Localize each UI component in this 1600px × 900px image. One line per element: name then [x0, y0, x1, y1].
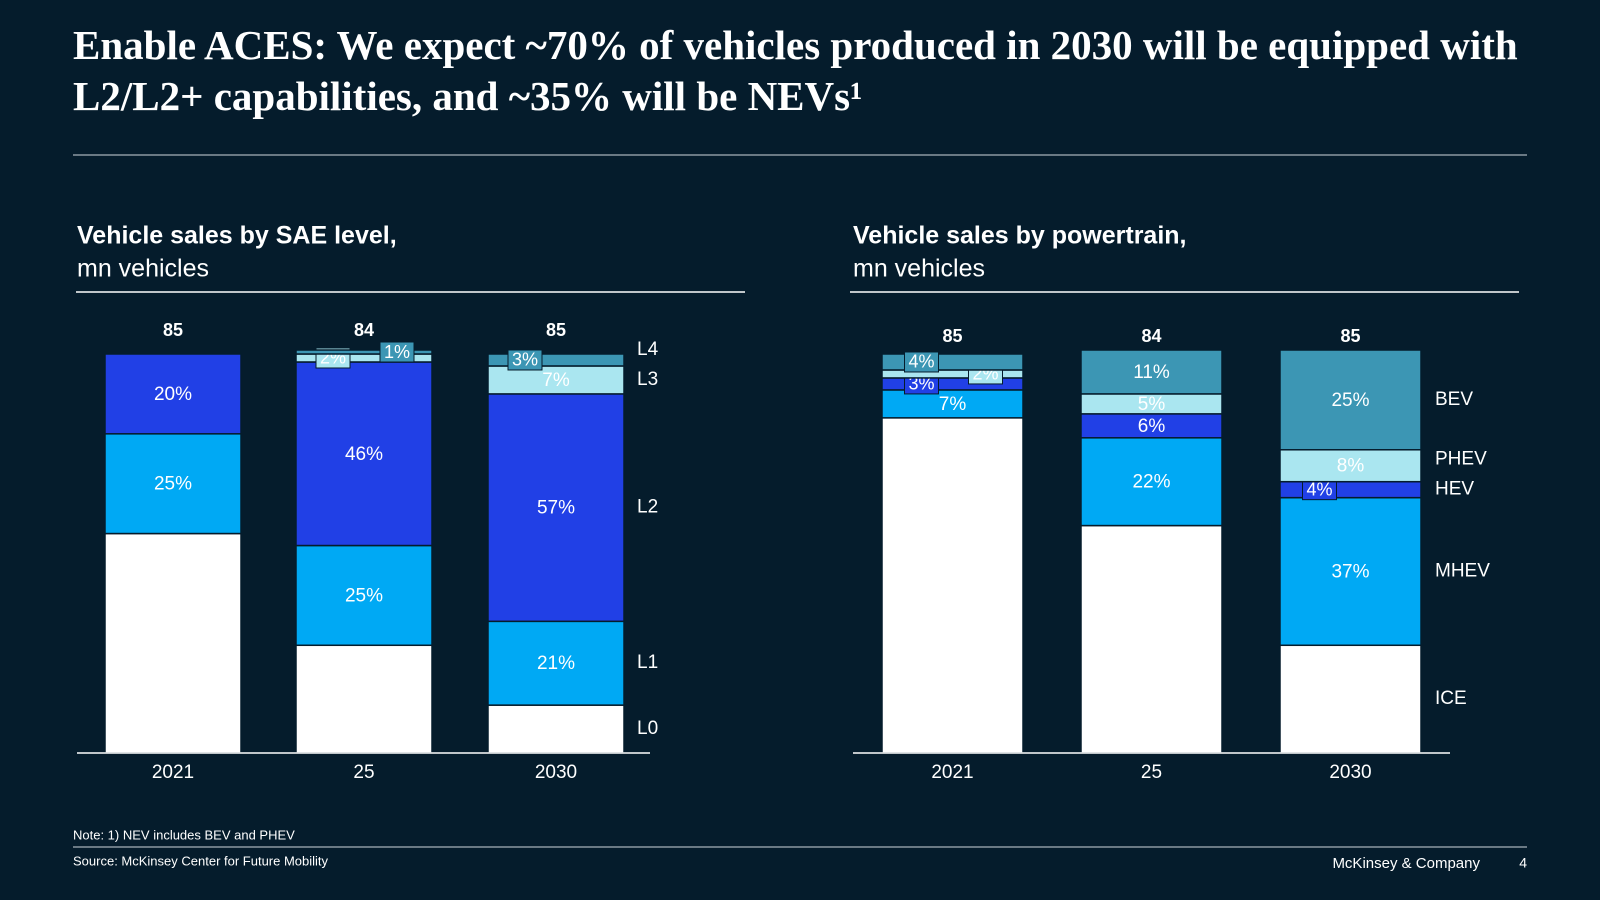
value-label: 6%: [1138, 416, 1166, 437]
value-label: 7%: [542, 370, 570, 391]
value-label: 25%: [345, 585, 383, 606]
x-tick-label: 25: [1141, 762, 1162, 783]
value-label: 55%: [154, 633, 192, 654]
series-label: L4: [637, 339, 659, 360]
series-label: BEV: [1435, 389, 1473, 410]
bar-segment: [487, 393, 625, 623]
bar-segment: [1080, 524, 1223, 754]
value-label: 46%: [345, 444, 383, 465]
bar-segment: [295, 544, 433, 647]
series-label: L3: [637, 369, 658, 390]
series-label: HEV: [1435, 479, 1474, 500]
x-tick-label: 2021: [152, 762, 194, 783]
bar-segment: [1279, 644, 1422, 754]
bar-segment: [104, 353, 242, 435]
series-label: L1: [637, 652, 658, 673]
series-label: L2: [637, 497, 658, 518]
value-label: 21%: [537, 653, 575, 674]
source: Source: McKinsey Center for Future Mobil…: [73, 853, 329, 868]
note: Note: 1) NEV includes BEV and PHEV: [73, 827, 295, 842]
value-label: 4%: [908, 352, 934, 372]
bar-segment: [104, 433, 242, 535]
bar-segment: [1279, 496, 1422, 647]
value-label: 1%: [384, 342, 410, 362]
bar-segment: [881, 417, 1024, 754]
value-label: 20%: [154, 384, 192, 405]
series-label: PHEV: [1435, 449, 1487, 470]
series-label: ICE: [1435, 688, 1467, 709]
value-label: 25%: [1331, 390, 1369, 411]
bar-segment: [1080, 349, 1223, 395]
bar-segment: [881, 389, 1024, 419]
page-number: 4: [1519, 855, 1527, 871]
bar-segment: [1279, 349, 1422, 451]
bar-segment: [487, 620, 625, 706]
value-label-box: [379, 341, 415, 363]
total-label: 84: [1141, 326, 1161, 346]
value-label: 8%: [1337, 456, 1365, 477]
slide-title: Enable ACES: We expect ~70% of vehicles …: [73, 22, 1518, 119]
series-label: L0: [637, 718, 658, 739]
value-label: 11%: [1133, 362, 1170, 383]
value-label-box: [904, 351, 939, 373]
bar-segment: [487, 704, 625, 754]
bar-segment: [487, 353, 625, 367]
bar-segment: [1080, 437, 1223, 527]
bar-segment: [881, 353, 1024, 371]
chart-subtitle: mn vehicles: [77, 255, 209, 283]
bar-segment: [104, 532, 242, 754]
chart-title: Vehicle sales by powertrain,: [853, 222, 1186, 250]
value-label: 5%: [1138, 394, 1166, 415]
value-label: 4%: [1306, 479, 1332, 499]
value-label: 84%: [933, 575, 971, 596]
value-label-box: [507, 349, 543, 371]
x-tick-label: 25: [353, 762, 374, 783]
x-tick-label: 2030: [535, 762, 577, 783]
total-label: 85: [1340, 326, 1360, 346]
bar-segment: [1279, 449, 1422, 483]
total-label: 85: [163, 320, 183, 340]
chart-title: Vehicle sales by SAE level,: [77, 222, 397, 250]
value-label: 27%: [345, 689, 383, 710]
bar-segment: [487, 365, 625, 395]
company: McKinsey & Company: [1332, 855, 1480, 872]
x-tick-label: 2021: [931, 762, 973, 783]
value-label: 57%: [537, 498, 575, 519]
total-label: 85: [546, 320, 566, 340]
bar-segment: [1279, 480, 1422, 499]
chart-subtitle: mn vehicles: [853, 255, 985, 283]
value-label: 3%: [512, 350, 538, 370]
value-label: 37%: [1331, 561, 1369, 582]
value-label: 7%: [939, 394, 967, 415]
value-label: 27%: [1331, 689, 1369, 710]
value-label: 22%: [1132, 472, 1170, 493]
x-tick-label: 2030: [1329, 762, 1371, 783]
bar-segment: [295, 361, 433, 547]
total-label: 85: [942, 326, 962, 346]
total-label: 84: [354, 320, 374, 340]
value-label: 12%: [537, 719, 575, 740]
series-label: MHEV: [1435, 560, 1490, 581]
value-label: 57%: [1132, 629, 1170, 650]
value-label: 25%: [154, 474, 192, 495]
bar-segment: [295, 349, 433, 355]
